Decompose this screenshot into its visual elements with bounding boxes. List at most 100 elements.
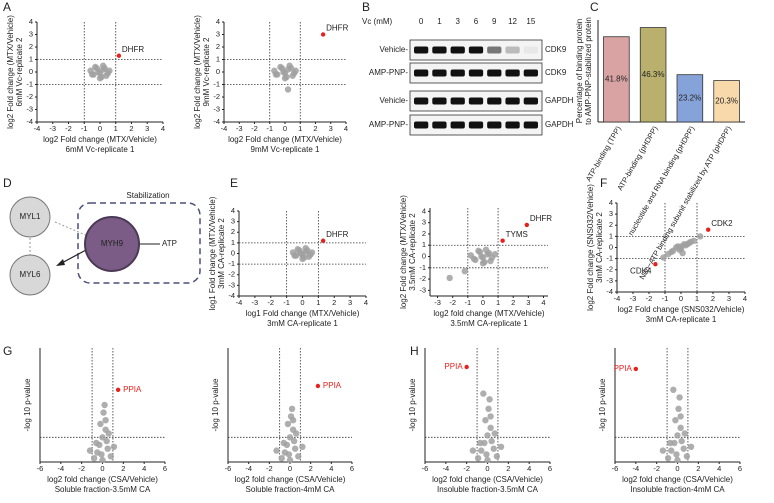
value-label: 23.2% xyxy=(679,93,702,102)
highlight-label: PPIA xyxy=(614,364,633,373)
x-tick-label: 3 xyxy=(526,298,530,307)
panel-label: C xyxy=(590,0,599,14)
band xyxy=(450,97,465,105)
point xyxy=(474,455,482,462)
point xyxy=(469,447,477,454)
band xyxy=(450,121,465,129)
band xyxy=(505,46,520,54)
point xyxy=(99,434,106,441)
node-label: MYL1 xyxy=(20,212,41,221)
y-tick-label: 2 xyxy=(422,229,426,238)
point xyxy=(93,439,100,447)
point xyxy=(281,75,289,82)
bar xyxy=(676,74,704,123)
point xyxy=(470,255,478,262)
y-axis-label: log2 Fold change (MTX/Vehicle) xyxy=(6,15,15,129)
point xyxy=(302,244,309,252)
x-tick-label: -2 xyxy=(65,124,72,133)
x-tick-label: -6 xyxy=(225,464,232,473)
y-tick-label: 4 xyxy=(231,206,235,215)
point xyxy=(90,455,98,462)
value-label: 46.3% xyxy=(642,70,665,79)
x-tick-label: 3 xyxy=(348,298,352,307)
lane-label: 12 xyxy=(508,17,517,26)
point xyxy=(486,396,493,403)
y-tick-label: -3 xyxy=(213,104,220,113)
x-tick-label: -2 xyxy=(267,298,274,307)
point xyxy=(672,417,679,424)
link xyxy=(54,221,89,237)
point xyxy=(288,405,296,412)
point xyxy=(482,246,490,253)
point xyxy=(291,252,298,259)
x-tick-label: -1 xyxy=(464,298,471,307)
point xyxy=(86,447,94,454)
point xyxy=(678,437,685,445)
lane-label: 1 xyxy=(437,17,442,26)
x-tick-label: -2 xyxy=(463,464,470,473)
marker-label: CDK9 xyxy=(545,45,567,54)
y-tick-label: -2 xyxy=(26,92,33,101)
y-tick-label: -3 xyxy=(419,285,426,294)
y-tick-label: 3 xyxy=(216,29,220,38)
x-tick-label: 4 xyxy=(344,124,348,133)
highlight-point xyxy=(524,222,530,228)
y-tick-label: -2 xyxy=(213,92,220,101)
highlight-point xyxy=(320,32,326,37)
band xyxy=(468,46,484,54)
x-tick-label: -6 xyxy=(37,464,44,473)
point xyxy=(97,420,104,428)
highlight-point xyxy=(464,364,469,370)
x-tick-label: 4 xyxy=(329,464,333,473)
band xyxy=(468,69,484,77)
y-tick-label: 0 xyxy=(216,67,220,76)
x-tick-label: 4 xyxy=(142,464,146,473)
y-tick-label: 2 xyxy=(231,227,235,236)
x-tick-label: 6 xyxy=(548,464,552,473)
x-tick-label: -4 xyxy=(632,464,639,473)
point xyxy=(484,432,491,439)
panel-label: D xyxy=(3,176,12,190)
point xyxy=(98,451,105,458)
x-tick-label: 1 xyxy=(316,298,320,307)
x-axis-label: log2 Fold change (MTX/Vehicle) xyxy=(228,135,342,144)
lane-label: 3 xyxy=(455,17,460,26)
y-tick-label: 3 xyxy=(609,209,613,218)
node xyxy=(84,216,140,272)
point xyxy=(277,63,284,71)
lane-label: 0 xyxy=(419,17,424,26)
point xyxy=(99,456,106,464)
y-tick-label: -3 xyxy=(228,280,235,289)
bar xyxy=(603,36,630,123)
band xyxy=(432,121,447,129)
x-tick-label: ATP-binding (TPP) xyxy=(584,124,623,183)
x-tick-label: 4 xyxy=(364,298,368,307)
y-axis-label: log2 Fold change (SNS032/Vehicle) xyxy=(586,184,595,311)
y-tick-label: -4 xyxy=(606,287,613,296)
x-tick-label: -2 xyxy=(78,464,85,473)
point xyxy=(299,255,306,263)
x-tick-label: 1 xyxy=(114,124,118,133)
point xyxy=(668,248,675,256)
x-tick-label: 3 xyxy=(145,124,149,133)
y-tick-label: 4 xyxy=(609,198,613,207)
band xyxy=(487,121,502,129)
point xyxy=(96,75,104,82)
x-tick-label: 0 xyxy=(485,464,489,473)
point xyxy=(482,417,489,424)
node-label: MYH9 xyxy=(101,239,124,248)
x-tick-label: 2 xyxy=(511,298,515,307)
y-axis-label: 9mM Vc-replicate 2 xyxy=(202,37,211,106)
x-tick-label: -1 xyxy=(266,124,273,133)
point xyxy=(668,447,675,454)
band xyxy=(523,69,538,77)
x-axis-label: log2 Fold change (MTX/Vehicle) xyxy=(43,135,157,144)
x-tick-label: 0 xyxy=(98,124,102,133)
band xyxy=(487,69,502,77)
y-tick-label: -2 xyxy=(606,265,613,274)
x-tick-label: 2 xyxy=(506,464,510,473)
highlight-label: CDK2 xyxy=(711,219,733,228)
point xyxy=(675,405,682,412)
x-tick-label: 0 xyxy=(100,464,104,473)
